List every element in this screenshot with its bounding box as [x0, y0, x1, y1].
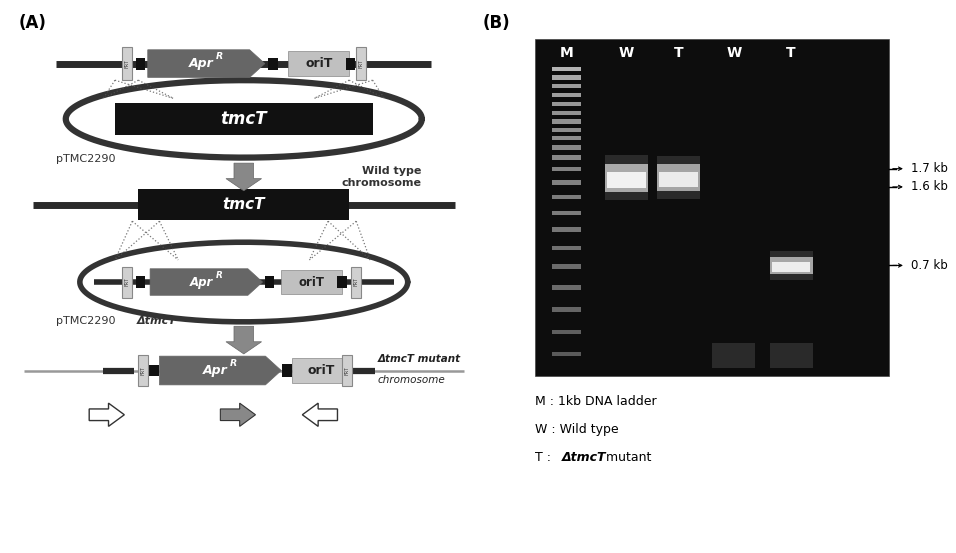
Text: chromosome: chromosome — [378, 375, 445, 385]
Text: W: W — [619, 45, 634, 60]
Text: 1.7 kb: 1.7 kb — [910, 162, 947, 175]
FancyBboxPatch shape — [604, 164, 648, 192]
FancyBboxPatch shape — [770, 257, 813, 274]
Text: T: T — [674, 45, 684, 60]
FancyBboxPatch shape — [770, 343, 813, 368]
FancyBboxPatch shape — [351, 267, 361, 298]
FancyBboxPatch shape — [553, 307, 580, 312]
FancyBboxPatch shape — [121, 267, 132, 298]
FancyBboxPatch shape — [553, 136, 580, 140]
FancyBboxPatch shape — [553, 180, 580, 185]
FancyBboxPatch shape — [136, 276, 145, 288]
FancyBboxPatch shape — [657, 164, 700, 191]
FancyBboxPatch shape — [553, 67, 580, 71]
FancyBboxPatch shape — [553, 128, 580, 132]
Text: T: T — [786, 45, 796, 60]
Text: oriT: oriT — [305, 57, 333, 70]
FancyBboxPatch shape — [136, 58, 145, 70]
Text: oriT: oriT — [298, 275, 325, 289]
FancyBboxPatch shape — [553, 211, 580, 215]
FancyBboxPatch shape — [553, 102, 580, 106]
FancyBboxPatch shape — [553, 352, 580, 356]
FancyBboxPatch shape — [341, 355, 352, 386]
FancyBboxPatch shape — [281, 270, 342, 294]
FancyBboxPatch shape — [553, 264, 580, 269]
FancyBboxPatch shape — [604, 155, 648, 200]
Text: R: R — [216, 52, 223, 61]
Polygon shape — [226, 326, 262, 354]
FancyBboxPatch shape — [553, 84, 580, 88]
Text: T :: T : — [535, 451, 555, 464]
Text: 0.7 kb: 0.7 kb — [910, 259, 947, 272]
FancyBboxPatch shape — [770, 251, 813, 280]
Polygon shape — [160, 356, 281, 385]
Text: (A): (A) — [19, 14, 47, 32]
FancyBboxPatch shape — [553, 330, 580, 334]
FancyBboxPatch shape — [356, 47, 366, 80]
FancyBboxPatch shape — [553, 246, 580, 250]
Text: tmcT: tmcT — [221, 110, 267, 128]
FancyBboxPatch shape — [553, 119, 580, 124]
Text: FRT: FRT — [141, 366, 145, 375]
FancyBboxPatch shape — [121, 47, 132, 80]
Text: ΔtmcT mutant: ΔtmcT mutant — [378, 354, 461, 364]
Text: FRT: FRT — [354, 278, 358, 286]
FancyBboxPatch shape — [138, 355, 148, 386]
FancyBboxPatch shape — [712, 343, 755, 368]
Text: FRT: FRT — [358, 59, 363, 68]
FancyBboxPatch shape — [660, 173, 698, 187]
FancyBboxPatch shape — [771, 262, 811, 272]
FancyBboxPatch shape — [553, 227, 580, 232]
FancyBboxPatch shape — [268, 58, 277, 70]
FancyBboxPatch shape — [553, 93, 580, 97]
Text: FRT: FRT — [344, 366, 349, 375]
FancyBboxPatch shape — [553, 75, 580, 80]
FancyBboxPatch shape — [289, 51, 349, 76]
Text: Wild type
chromosome: Wild type chromosome — [342, 166, 422, 188]
Polygon shape — [89, 403, 124, 426]
Polygon shape — [148, 50, 265, 77]
Text: FRT: FRT — [124, 278, 129, 286]
Polygon shape — [302, 403, 337, 426]
FancyBboxPatch shape — [657, 156, 700, 200]
Text: M: M — [559, 45, 574, 60]
FancyBboxPatch shape — [553, 195, 580, 199]
Text: (B): (B) — [483, 14, 511, 32]
Text: W : Wild type: W : Wild type — [535, 423, 619, 436]
FancyBboxPatch shape — [553, 167, 580, 171]
Text: mutant: mutant — [602, 451, 652, 464]
Polygon shape — [150, 269, 263, 295]
FancyBboxPatch shape — [265, 276, 274, 288]
FancyBboxPatch shape — [535, 39, 889, 376]
Text: W: W — [727, 45, 741, 60]
FancyBboxPatch shape — [337, 276, 347, 288]
FancyBboxPatch shape — [139, 189, 349, 220]
FancyBboxPatch shape — [553, 155, 580, 160]
Text: oriT: oriT — [308, 364, 335, 377]
Text: tmcT: tmcT — [223, 197, 265, 212]
Text: ΔtmcT: ΔtmcT — [137, 316, 177, 326]
FancyBboxPatch shape — [282, 364, 292, 377]
Text: M : 1kb DNA ladder: M : 1kb DNA ladder — [535, 395, 657, 409]
FancyBboxPatch shape — [115, 103, 373, 135]
Text: FRT: FRT — [124, 59, 129, 68]
FancyBboxPatch shape — [553, 111, 580, 115]
FancyBboxPatch shape — [553, 285, 580, 290]
Text: ΔtmcT: ΔtmcT — [561, 451, 606, 464]
Text: R: R — [216, 271, 223, 280]
Text: Apr: Apr — [190, 275, 213, 289]
Text: R: R — [229, 359, 237, 368]
Polygon shape — [220, 403, 255, 426]
Text: pTMC2290: pTMC2290 — [56, 154, 116, 164]
Polygon shape — [226, 163, 262, 191]
Text: Apr: Apr — [189, 57, 214, 70]
FancyBboxPatch shape — [607, 172, 645, 187]
Text: Apr: Apr — [204, 364, 228, 377]
FancyBboxPatch shape — [553, 145, 580, 150]
Text: 1.6 kb: 1.6 kb — [910, 180, 947, 194]
FancyBboxPatch shape — [292, 358, 350, 383]
Text: pTMC2290: pTMC2290 — [56, 316, 116, 326]
FancyBboxPatch shape — [346, 58, 356, 70]
FancyBboxPatch shape — [149, 365, 159, 376]
